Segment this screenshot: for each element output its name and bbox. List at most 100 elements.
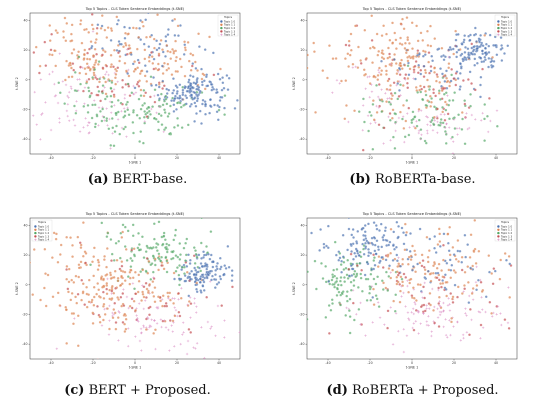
data-point: [377, 68, 380, 72]
data-point: [357, 45, 360, 49]
y-tick-label: -20: [22, 312, 27, 316]
data-point: [159, 39, 163, 42]
data-point: [368, 95, 371, 99]
data-point: [58, 253, 62, 256]
data-point: [208, 269, 212, 273]
data-point: [324, 265, 327, 268]
data-point: [442, 310, 445, 313]
data-point: [77, 55, 81, 59]
data-point: [87, 278, 91, 282]
data-point: [369, 122, 372, 125]
data-point: [147, 259, 151, 263]
data-point: [349, 48, 353, 52]
data-point: [460, 111, 464, 114]
data-point: [495, 53, 499, 57]
data-point: [114, 73, 118, 76]
data-point: [348, 309, 351, 313]
data-point: [470, 82, 473, 85]
data-point: [368, 110, 371, 114]
data-point: [456, 239, 460, 242]
data-point: [201, 83, 204, 87]
data-point: [452, 52, 456, 56]
data-point: [454, 29, 457, 33]
data-point: [444, 273, 447, 277]
x-tick-label: 20: [452, 156, 456, 160]
data-point: [162, 84, 166, 88]
data-point: [155, 306, 158, 309]
caption-d: (d) RoBERTa + Proposed.: [275, 383, 550, 398]
data-point: [412, 312, 416, 316]
data-point: [373, 46, 376, 50]
data-point: [407, 318, 411, 322]
data-point: [110, 297, 114, 300]
data-point: [185, 89, 189, 93]
data-point: [404, 305, 407, 308]
data-point: [460, 128, 464, 131]
data-point: [172, 321, 175, 324]
data-point: [142, 256, 146, 259]
data-point: [341, 290, 345, 293]
data-point: [65, 342, 68, 345]
data-point: [121, 102, 124, 106]
data-point: [423, 268, 427, 272]
data-point: [113, 301, 117, 305]
data-point: [197, 253, 201, 257]
data-point: [96, 23, 100, 27]
data-point: [463, 102, 467, 106]
data-point: [446, 304, 450, 307]
data-point: [402, 291, 405, 295]
data-point: [160, 325, 163, 329]
data-point: [339, 303, 342, 307]
legend-marker: [34, 228, 37, 231]
data-point: [218, 275, 222, 278]
caption-b-text: RoBERTa-base.: [370, 172, 476, 187]
data-point: [142, 89, 146, 92]
data-point: [321, 69, 325, 72]
data-point: [35, 123, 39, 126]
y-tick-label: -20: [299, 312, 304, 316]
data-point: [402, 231, 405, 234]
legend-entry: Topic 1 4: [501, 238, 512, 242]
data-point: [372, 99, 375, 102]
data-point: [422, 64, 426, 68]
data-point: [193, 297, 196, 300]
data-point: [446, 79, 450, 83]
data-point: [173, 34, 177, 37]
data-point: [385, 73, 388, 76]
data-point: [187, 78, 191, 82]
data-point: [448, 258, 452, 262]
legend-entry: Topic 1 4: [38, 238, 49, 242]
data-point: [77, 263, 81, 267]
data-point: [70, 66, 73, 70]
data-point: [339, 279, 342, 283]
data-point: [424, 89, 427, 93]
data-point: [74, 109, 78, 113]
caption-a: (a) BERT-base.: [0, 172, 275, 187]
data-point: [500, 59, 504, 62]
data-point: [173, 297, 176, 300]
data-point: [347, 65, 350, 68]
data-point: [132, 110, 135, 114]
data-point: [65, 308, 68, 311]
data-point: [105, 273, 109, 276]
data-point: [340, 79, 343, 83]
data-point: [491, 282, 495, 286]
data-point: [387, 46, 390, 50]
data-point: [95, 292, 98, 296]
data-point: [162, 234, 166, 238]
data-point: [146, 316, 149, 319]
data-point: [187, 85, 190, 89]
legend-entry: Topic 1 3: [38, 234, 49, 238]
legend-entry: Topic 1 1: [501, 23, 512, 27]
data-point: [189, 331, 193, 334]
data-point: [171, 19, 174, 22]
data-point: [125, 295, 129, 299]
data-point: [86, 51, 89, 55]
data-point: [335, 280, 339, 283]
data-point: [395, 275, 399, 279]
data-point: [118, 132, 122, 136]
data-point: [376, 265, 380, 268]
data-point: [373, 243, 377, 247]
data-point: [393, 257, 397, 261]
data-point: [359, 276, 363, 280]
